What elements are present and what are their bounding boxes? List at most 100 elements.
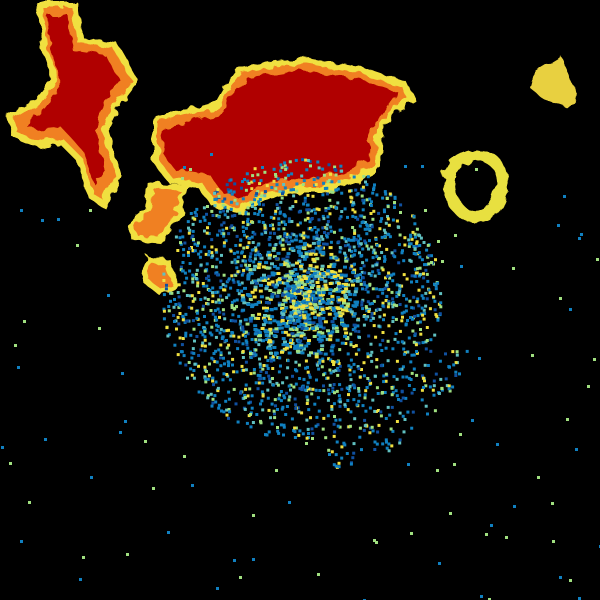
radar-echo-pixel (348, 248, 351, 252)
radar-echo-pixel (270, 271, 275, 275)
radar-echo-pixel (193, 275, 196, 279)
radar-echo-pixel (335, 360, 339, 364)
radar-echo-pixel (356, 239, 360, 243)
radar-echo-pixel (252, 295, 257, 299)
radar-echo-pixel (304, 252, 309, 256)
radar-echo-pixel (537, 476, 540, 479)
radar-echo-pixel (235, 234, 239, 238)
radar-echo-pixel (288, 160, 292, 164)
radar-echo-pixel (220, 232, 224, 235)
radar-echo-pixel (225, 296, 229, 300)
radar-echo-pixel (277, 397, 281, 401)
radar-echo-pixel (238, 322, 242, 326)
radar-echo-pixel (372, 248, 376, 252)
radar-echo-pixel (364, 288, 368, 291)
radar-echo-pixel (202, 284, 206, 288)
radar-echo-pixel (214, 248, 218, 252)
radar-echo-pixel (240, 186, 243, 190)
radar-echo-pixel (301, 158, 304, 162)
radar-echo-pixel (316, 241, 321, 244)
radar-echo-pixel (249, 272, 254, 276)
radar-echo-pixel (205, 212, 208, 216)
radar-echo-pixel (513, 505, 516, 508)
radar-echo-pixel (181, 314, 185, 318)
radar-echo-pixel (329, 349, 334, 353)
radar-echo-pixel (357, 234, 361, 238)
radar-echo-pixel (349, 200, 353, 204)
radar-echo-pixel (384, 372, 388, 376)
radar-echo-pixel (286, 264, 291, 268)
radar-echo-pixel (190, 306, 194, 310)
radar-echo-pixel (338, 397, 342, 401)
radar-echo-pixel (421, 296, 425, 300)
radar-echo-pixel (191, 234, 195, 238)
radar-echo-pixel (247, 241, 251, 245)
radar-echo-pixel (434, 372, 438, 376)
radar-echo-pixel (339, 304, 344, 308)
radar-echo-pixel (286, 333, 291, 337)
radar-echo-pixel (298, 264, 303, 268)
radar-echo-pixel (232, 280, 236, 284)
radar-echo-pixel (237, 314, 241, 318)
radar-echo-pixel (290, 269, 295, 273)
radar-echo-pixel (298, 387, 302, 391)
radar-echo-pixel (267, 301, 271, 305)
radar-echo-pixel (214, 349, 218, 353)
radar-echo-pixel (383, 258, 387, 261)
radar-echo-pixel (203, 296, 207, 300)
radar-echo-pixel (283, 234, 287, 238)
radar-echo-pixel (313, 306, 318, 310)
radar-echo-pixel (337, 298, 342, 302)
radar-echo-pixel (390, 444, 394, 448)
radar-echo-pixel (311, 437, 314, 440)
radar-echo-pixel (418, 274, 421, 278)
radar-echo-pixel (390, 386, 394, 390)
radar-echo-pixel (357, 399, 361, 403)
radar-echo-pixel (186, 220, 190, 224)
radar-echo-pixel (400, 319, 404, 323)
radar-echo-pixel (368, 406, 372, 410)
radar-echo-pixel (298, 221, 302, 225)
radar-echo-pixel (293, 312, 298, 316)
radar-echo-pixel (282, 263, 286, 267)
radar-echo-pixel (322, 173, 326, 177)
radar-echo-pixel (299, 346, 304, 350)
radar-echo-pixel (413, 332, 417, 336)
radar-echo-pixel (89, 209, 92, 212)
radar-echo-pixel (308, 296, 312, 300)
radar-echo-pixel (277, 370, 281, 374)
radar-echo-pixel (278, 393, 282, 397)
radar-echo-pixel (325, 306, 330, 310)
radar-echo-pixel (279, 399, 283, 403)
radar-echo-pixel (407, 336, 411, 340)
radar-echo-pixel (371, 429, 375, 433)
radar-echo-pixel (283, 340, 287, 344)
radar-echo-pixel (338, 425, 342, 429)
radar-echo-pixel (416, 267, 419, 271)
radar-echo-pixel (236, 420, 240, 424)
radar-echo-pixel (230, 306, 234, 309)
radar-echo-pixel (317, 218, 321, 222)
radar-echo-pixel (424, 268, 428, 272)
radar-echo-pixel (258, 210, 262, 214)
radar-echo-pixel (340, 445, 344, 449)
radar-echo-pixel (290, 297, 295, 301)
radar-echo-pixel (212, 383, 215, 387)
radar-echo-pixel (220, 223, 224, 227)
radar-echo-pixel (393, 255, 397, 259)
radar-echo-pixel (294, 403, 298, 407)
radar-echo-pixel (246, 179, 250, 183)
radar-echo-pixel (375, 365, 379, 369)
radar-echo-pixel (413, 247, 417, 251)
radar-echo-pixel (188, 247, 191, 251)
radar-echo-pixel (235, 202, 239, 206)
radar-echo-pixel (299, 267, 304, 271)
radar-echo-pixel (229, 286, 233, 290)
radar-echo-pixel (190, 356, 194, 360)
radar-echo-pixel (415, 227, 419, 231)
radar-echo-pixel (289, 311, 294, 315)
radar-echo-pixel (362, 280, 366, 284)
radar-echo-pixel (203, 327, 206, 331)
radar-echo-pixel (347, 364, 351, 368)
radar-echo-pixel (240, 364, 244, 368)
